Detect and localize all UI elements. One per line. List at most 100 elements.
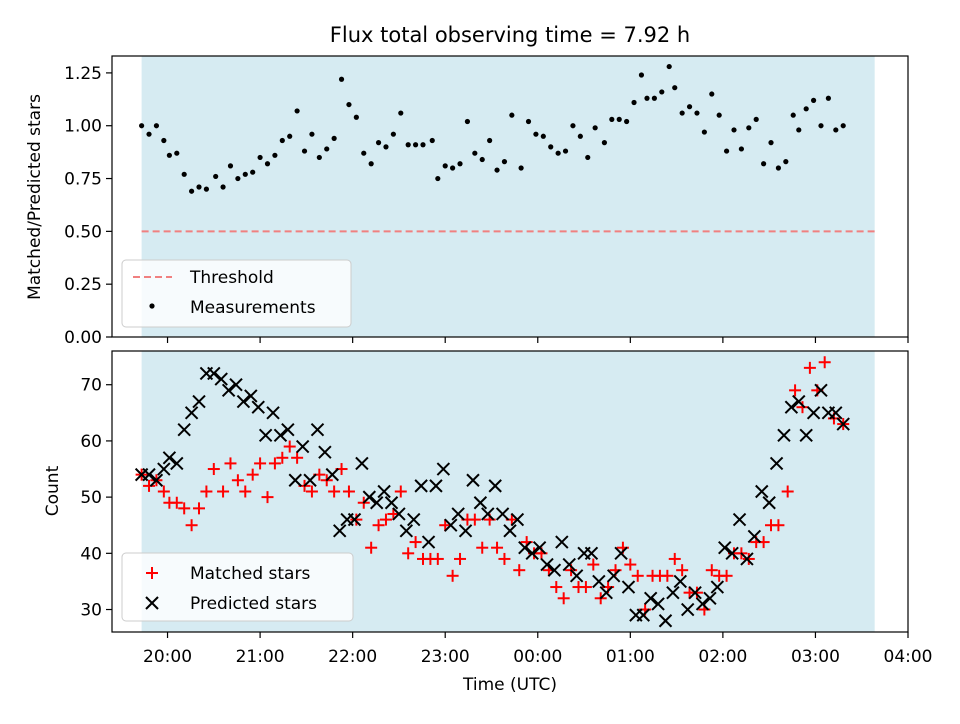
data-point-measurements	[624, 118, 630, 125]
data-point-predicted-stars	[466, 473, 480, 487]
data-point-predicted-stars	[769, 456, 784, 471]
data-point-predicted-stars	[229, 378, 243, 392]
data-point-matched-stars	[283, 440, 296, 453]
data-point-measurements	[479, 156, 485, 163]
data-point-predicted-stars	[792, 394, 806, 409]
data-point-matched-stars	[690, 586, 703, 599]
data-point-measurements	[638, 72, 645, 78]
data-point-predicted-stars	[518, 540, 532, 555]
top-y-axis-label: Matched/Predicted stars	[25, 94, 45, 300]
data-point-measurements	[383, 144, 389, 150]
legend-measurements-label: Measurements	[190, 298, 316, 318]
data-point-measurements	[375, 140, 382, 146]
data-point-predicted-stars	[732, 512, 747, 527]
data-point-measurements	[353, 114, 359, 120]
data-point-measurements	[139, 123, 145, 129]
data-point-predicted-stars	[740, 552, 754, 566]
data-point-predicted-stars	[392, 507, 406, 521]
data-point-predicted-stars	[688, 585, 702, 600]
data-point-measurements	[146, 131, 152, 137]
data-point-measurements	[548, 144, 554, 150]
data-point-matched-stars	[217, 485, 230, 498]
data-point-matched-stars	[513, 564, 526, 577]
data-point-predicted-stars	[799, 428, 813, 443]
data-point-matched-stars	[185, 519, 198, 532]
data-point-matched-stars	[394, 485, 407, 498]
data-point-measurements	[235, 175, 241, 182]
data-point-matched-stars	[720, 569, 733, 582]
data-point-measurements	[487, 137, 493, 144]
data-point-predicted-stars	[658, 614, 673, 628]
x-tick-label: 21:00	[236, 647, 285, 667]
data-point-measurements	[761, 161, 767, 167]
data-point-measurements	[213, 173, 219, 180]
data-point-matched-stars	[239, 485, 252, 498]
y-tick-label: 70	[80, 376, 102, 396]
data-point-measurements	[361, 150, 367, 156]
data-point-matched-stars	[246, 468, 259, 481]
data-point-matched-stars	[261, 491, 274, 504]
legend-threshold-label: Threshold	[189, 268, 274, 288]
data-point-matched-stars	[276, 451, 289, 464]
data-point-measurements	[731, 127, 737, 133]
data-point-matched-stars	[291, 451, 304, 464]
data-point-measurements	[203, 186, 210, 192]
data-point-measurements	[694, 110, 700, 116]
data-point-predicted-stars	[806, 406, 821, 420]
data-point-predicted-stars	[177, 422, 191, 437]
data-point-measurements	[294, 108, 300, 114]
y-tick-label: 0.50	[64, 222, 102, 242]
data-point-predicted-stars	[355, 456, 369, 471]
data-point-predicted-stars	[429, 479, 443, 493]
data-point-measurements	[555, 150, 561, 156]
data-point-measurements	[279, 137, 285, 144]
data-point-predicted-stars	[236, 394, 251, 409]
data-point-predicted-stars	[762, 496, 776, 510]
data-point-predicted-stars	[414, 479, 428, 493]
data-point-predicted-stars	[399, 524, 414, 538]
data-point-measurements	[570, 123, 576, 129]
data-point-matched-stars	[498, 552, 511, 565]
data-point-matched-stars	[379, 513, 392, 526]
chart-title: Flux total observing time = 7.92 h	[330, 23, 690, 47]
data-point-measurements	[840, 123, 846, 129]
data-point-matched-stars	[157, 485, 170, 498]
y-tick-label: 1.25	[64, 64, 102, 84]
data-point-matched-stars	[402, 547, 415, 560]
data-point-measurements	[716, 112, 722, 118]
data-point-predicted-stars	[325, 467, 339, 482]
data-point-matched-stars	[587, 558, 600, 571]
data-point-predicted-stars	[525, 546, 539, 561]
data-point-matched-stars	[328, 485, 341, 498]
data-point-predicted-stars	[532, 540, 547, 555]
data-point-predicted-stars	[207, 366, 221, 381]
data-point-matched-stars	[178, 502, 191, 515]
data-point-matched-stars	[557, 592, 570, 605]
data-point-predicted-stars	[318, 445, 332, 459]
data-point-predicted-stars	[192, 394, 206, 409]
x-tick-label: 03:00	[791, 647, 840, 667]
data-point-matched-stars	[143, 479, 156, 492]
data-point-matched-stars	[409, 536, 422, 549]
data-point-measurements	[189, 188, 195, 194]
data-point-predicted-stars	[258, 428, 273, 443]
data-point-predicted-stars	[784, 400, 799, 414]
data-point-measurements	[166, 152, 172, 158]
data-point-predicted-stars	[370, 496, 384, 510]
data-point-measurements	[686, 104, 693, 110]
data-point-predicted-stars	[814, 383, 828, 398]
data-point-matched-stars	[676, 564, 689, 577]
data-point-measurements	[405, 142, 411, 148]
data-point-predicted-stars	[184, 406, 199, 420]
data-point-predicted-stars	[555, 535, 569, 549]
data-point-predicted-stars	[214, 372, 228, 386]
data-point-measurements	[196, 184, 202, 190]
y-tick-label: 0.25	[64, 275, 102, 295]
data-point-predicted-stars	[614, 546, 628, 561]
data-point-matched-stars	[476, 541, 489, 554]
data-point-measurements	[457, 161, 463, 167]
data-point-measurements	[464, 118, 471, 125]
data-point-matched-stars	[818, 356, 831, 369]
data-point-predicted-stars	[157, 462, 171, 476]
data-point-predicted-stars	[829, 406, 843, 420]
